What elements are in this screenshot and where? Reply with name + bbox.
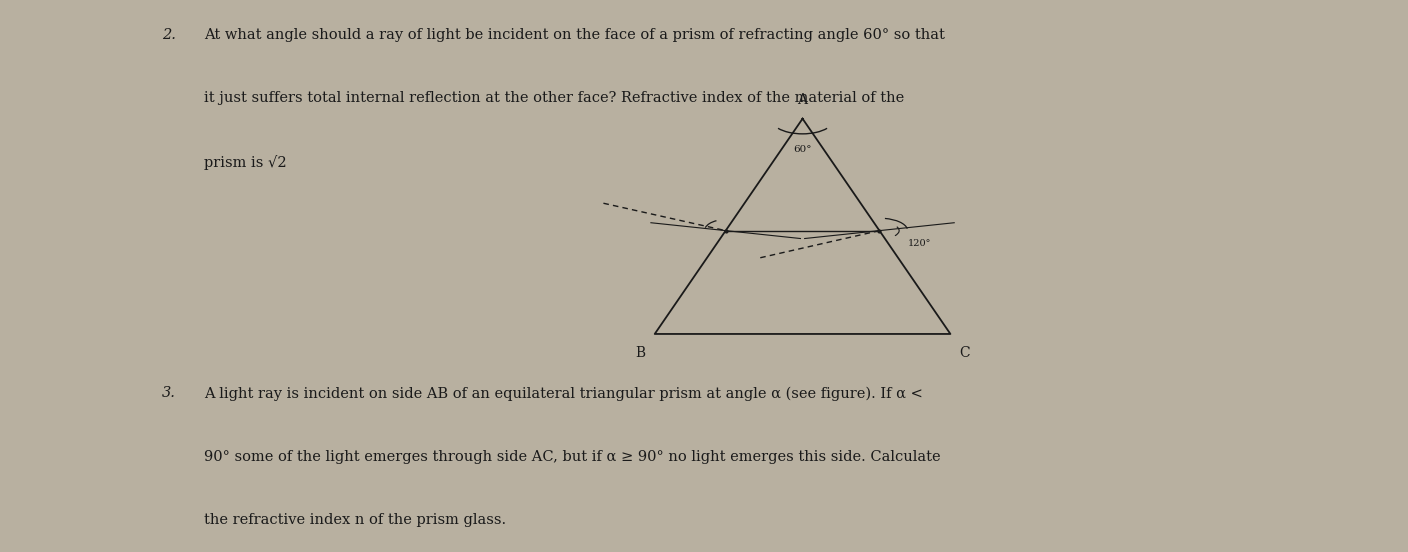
- Text: it just suffers total internal reflection at the other face? Refractive index of: it just suffers total internal reflectio…: [204, 91, 904, 105]
- Text: 2.: 2.: [162, 28, 176, 41]
- Text: prism is √2: prism is √2: [204, 155, 287, 169]
- Text: A light ray is incident on side AB of an equilateral triangular prism at angle α: A light ray is incident on side AB of an…: [204, 386, 924, 401]
- Text: B: B: [635, 346, 646, 360]
- Text: 90° some of the light emerges through side AC, but if α ≥ 90° no light emerges t: 90° some of the light emerges through si…: [204, 450, 941, 464]
- Text: At what angle should a ray of light be incident on the face of a prism of refrac: At what angle should a ray of light be i…: [204, 28, 945, 41]
- Text: 60°: 60°: [793, 145, 812, 154]
- Text: the refractive index n of the prism glass.: the refractive index n of the prism glas…: [204, 513, 507, 527]
- Text: A: A: [797, 93, 808, 107]
- Text: 120°: 120°: [908, 239, 931, 248]
- Text: 3.: 3.: [162, 386, 176, 400]
- Text: C: C: [959, 346, 970, 360]
